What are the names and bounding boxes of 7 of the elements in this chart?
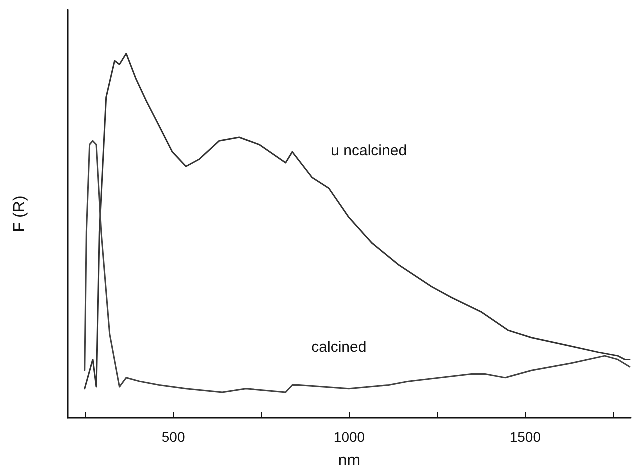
x-tick-label: 1500: [510, 429, 542, 445]
x-axis-title: nm: [338, 452, 361, 470]
x-tick-label: 1000: [334, 429, 366, 445]
x-tick-label: 500: [162, 429, 186, 445]
series-label: calcined: [312, 339, 367, 356]
series-label: u ncalcined: [331, 142, 408, 160]
y-axis-title: F (R): [12, 196, 28, 232]
